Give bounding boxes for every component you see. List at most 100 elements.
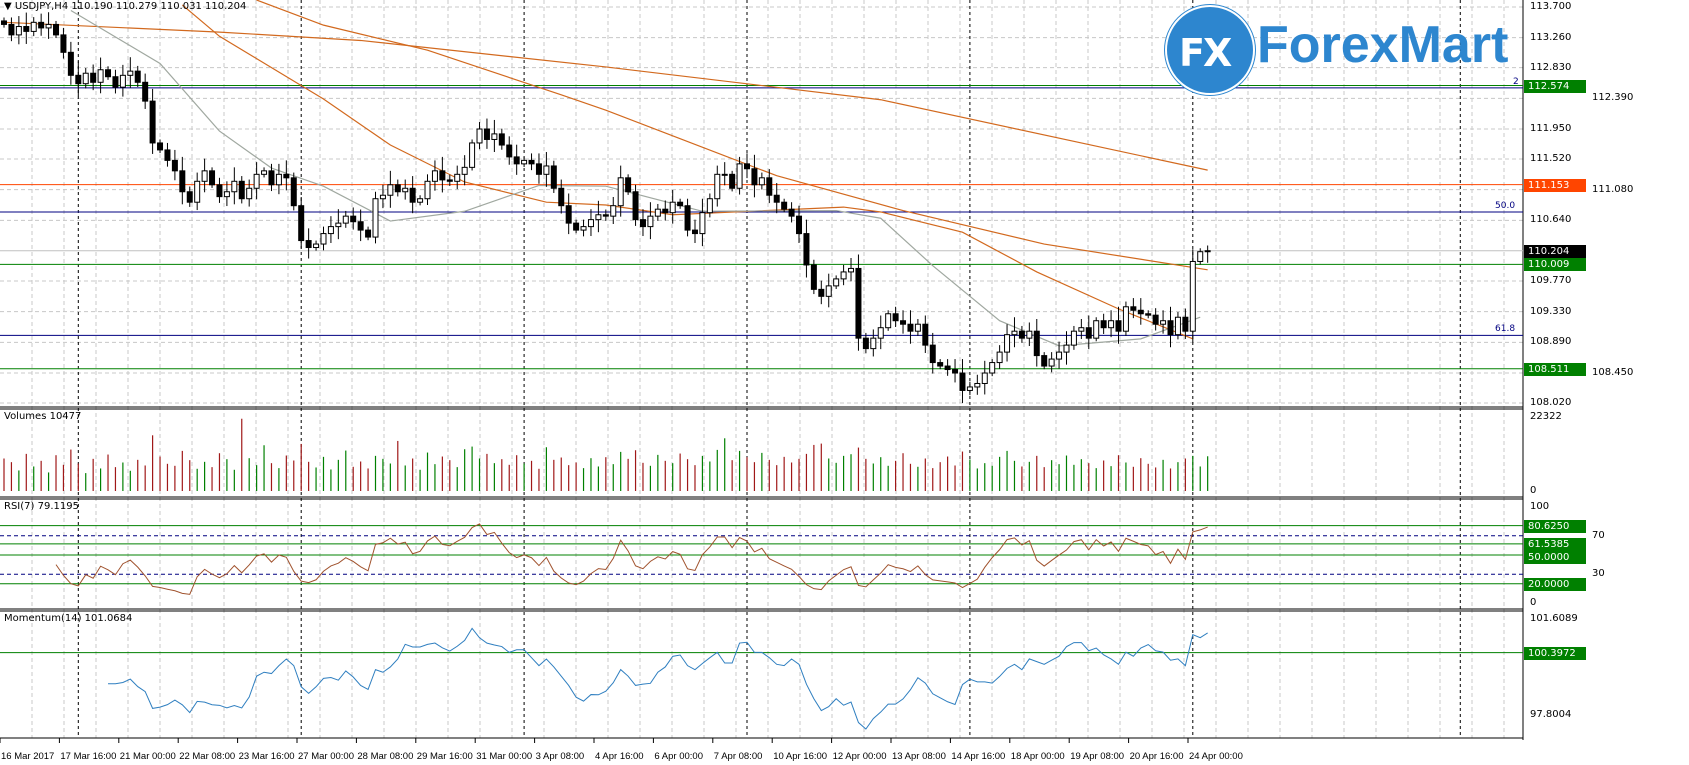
candle-bullish <box>431 170 438 182</box>
candle-bearish <box>944 365 951 371</box>
candle-bearish <box>528 159 535 165</box>
candle-bullish <box>1026 330 1033 339</box>
time-label: 6 Apr 00:00 <box>654 751 703 762</box>
candle-bearish <box>937 362 944 367</box>
candle-bearish <box>625 177 632 193</box>
candle-bearish <box>684 205 691 231</box>
candle-bullish <box>127 70 134 76</box>
candle-bearish <box>439 170 446 181</box>
candle-bullish <box>402 187 409 193</box>
time-label: 28 Mar 08:00 <box>357 751 414 762</box>
symbol-label: USDJPY,H4 <box>14 1 69 12</box>
candle-bearish <box>1145 313 1152 316</box>
price-tick: 113.700 <box>1530 1 1572 12</box>
candle-bullish <box>647 215 654 228</box>
candle-bearish <box>855 267 862 339</box>
candle-bullish <box>424 180 431 200</box>
candle-bullish <box>491 133 498 140</box>
candle-bullish <box>617 177 624 207</box>
candle-bullish <box>989 362 996 374</box>
candle-bearish <box>729 173 736 189</box>
rsi-tick: 70 <box>1592 529 1605 541</box>
candle-bullish <box>97 69 104 83</box>
candle-bearish <box>1085 327 1092 339</box>
level-label-112-574: 112.574 <box>1524 79 1586 93</box>
ma-gray-line <box>70 9 1201 347</box>
time-label: 29 Mar 16:00 <box>416 751 473 762</box>
candle-bullish <box>1204 250 1211 253</box>
time-label: 24 Apr 00:00 <box>1189 751 1243 762</box>
candle-bearish <box>796 215 803 235</box>
time-label: 22 Mar 08:00 <box>179 751 236 762</box>
candle-bullish <box>15 26 22 36</box>
candle-bullish <box>714 173 721 200</box>
level-label-108-511: 108.511 <box>1524 362 1586 376</box>
level-label-111-153: 111.153 <box>1524 178 1586 192</box>
low-value: 110.031 <box>160 1 202 12</box>
candle-bearish <box>632 191 639 221</box>
candle-bullish <box>231 180 238 193</box>
dropdown-triangle-icon[interactable]: ▼ <box>4 1 12 12</box>
candle-bullish <box>654 208 661 217</box>
candle-bullish <box>974 382 981 388</box>
rsi-tick: 0 <box>1530 597 1537 608</box>
candle-bullish <box>1063 344 1070 353</box>
candle-bullish <box>885 313 892 329</box>
candle-bearish <box>268 170 275 186</box>
candle-bullish <box>461 166 468 175</box>
forexmart-logo: FX ForexMart <box>1163 3 1521 95</box>
time-label: 10 Apr 16:00 <box>773 751 828 762</box>
candle-bearish <box>157 142 164 151</box>
time-label: 4 Apr 16:00 <box>595 751 644 762</box>
momentum-max-tick: 101.6089 <box>1530 613 1578 624</box>
time-label: 20 Apr 16:00 <box>1129 751 1184 762</box>
rsi-level-label: 80.6250 <box>1524 519 1586 533</box>
time-label: 13 Apr 08:00 <box>892 751 946 762</box>
price-tick: 108.450 <box>1592 367 1634 379</box>
candle-bearish <box>1115 320 1122 332</box>
candle-bullish <box>966 386 973 391</box>
candle-bearish <box>922 323 929 346</box>
candle-bearish <box>639 219 646 228</box>
candle-bearish <box>90 72 97 83</box>
candle-bullish <box>327 226 334 235</box>
candle-bearish <box>164 149 171 161</box>
rsi-level-label: 61.5385 <box>1524 537 1586 551</box>
price-tick: 110.640 <box>1530 214 1572 226</box>
candle-bullish <box>30 21 37 32</box>
rsi-tick: 30 <box>1592 568 1605 580</box>
candle-bearish <box>513 156 520 165</box>
volume-min-tick: 0 <box>1530 485 1537 496</box>
momentum-min-tick: 97.8004 <box>1530 709 1572 720</box>
candle-bearish <box>1137 309 1144 315</box>
candle-bullish <box>1189 260 1196 332</box>
rsi-pane-label: RSI(7) 79.1195 <box>4 501 79 512</box>
price-tick: 109.770 <box>1530 274 1572 286</box>
candle-bearish <box>788 208 795 217</box>
candle-bearish <box>365 229 372 238</box>
candle-bearish <box>149 100 156 144</box>
candle-bullish <box>379 194 386 200</box>
candle-bullish <box>580 226 587 231</box>
candle-bullish <box>870 337 877 350</box>
candle-bearish <box>38 21 45 29</box>
candle-bearish <box>409 187 416 203</box>
candle-bullish <box>1122 306 1129 332</box>
candle-bullish <box>387 184 394 196</box>
candle-bullish <box>335 222 342 228</box>
ma-fast-orange-line <box>181 4 1194 340</box>
ma-slow-line <box>3 21 1208 171</box>
candle-bullish <box>825 285 832 297</box>
candle-bullish <box>223 191 230 198</box>
candle-bullish <box>833 278 840 287</box>
candle-bearish <box>565 205 572 224</box>
candle-bullish <box>1056 351 1063 360</box>
candle-bullish <box>320 233 327 245</box>
candle-bullish <box>848 267 855 273</box>
candle-bullish <box>669 201 676 214</box>
candle-bearish <box>290 177 297 207</box>
candle-bearish <box>550 165 557 189</box>
candle-bearish <box>75 74 82 85</box>
candle-bearish <box>781 201 788 210</box>
